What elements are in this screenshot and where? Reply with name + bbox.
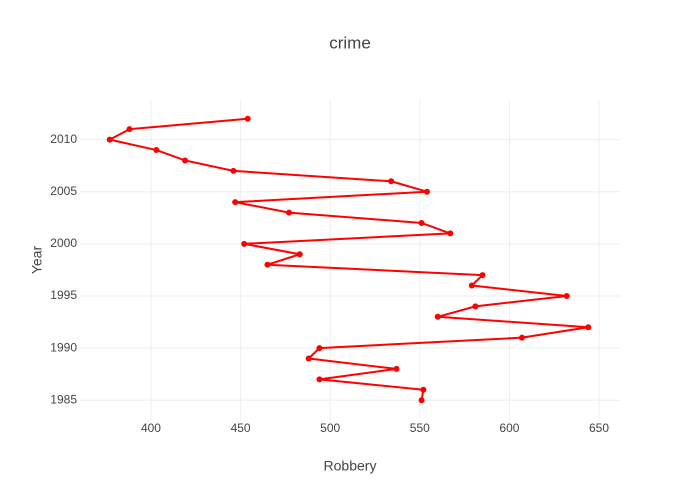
data-point xyxy=(316,345,323,352)
x-axis-title: Robbery xyxy=(324,458,377,474)
data-point xyxy=(316,376,323,383)
data-point xyxy=(285,209,292,216)
y-tick-label: 2005 xyxy=(50,184,77,198)
x-tick-label: 500 xyxy=(320,421,340,435)
x-tick-label: 650 xyxy=(589,421,609,435)
x-tick-label: 400 xyxy=(141,421,161,435)
chart-title: crime xyxy=(329,33,371,52)
data-point xyxy=(264,261,271,268)
data-point xyxy=(418,397,425,404)
data-point xyxy=(479,272,486,279)
y-tick-label: 2010 xyxy=(50,132,77,146)
data-line xyxy=(106,117,589,401)
data-point xyxy=(241,240,248,247)
data-point xyxy=(518,334,525,341)
x-tick-label: 600 xyxy=(499,421,519,435)
data-point xyxy=(305,355,312,362)
y-axis-title: Year xyxy=(29,246,45,275)
data-point xyxy=(232,199,239,206)
data-point xyxy=(420,386,427,393)
data-point xyxy=(296,251,303,258)
data-point xyxy=(585,324,592,331)
y-tick-label: 1990 xyxy=(50,340,77,354)
data-point xyxy=(126,126,133,133)
data-point xyxy=(418,219,425,226)
data-point xyxy=(230,167,237,174)
y-tick-label: 1995 xyxy=(50,288,77,302)
y-tick-label: 2000 xyxy=(50,236,77,250)
data-point xyxy=(388,178,395,185)
data-point xyxy=(153,147,160,154)
data-point xyxy=(106,136,113,143)
x-tick-label: 450 xyxy=(231,421,251,435)
y-tick-label: 1985 xyxy=(50,392,77,406)
data-point xyxy=(393,365,400,372)
data-point xyxy=(423,188,430,195)
data-point xyxy=(447,230,454,237)
data-point xyxy=(182,157,189,164)
x-tick-label: 550 xyxy=(410,421,430,435)
data-point xyxy=(472,303,479,310)
data-point xyxy=(244,115,251,122)
data-point xyxy=(563,292,570,299)
data-point xyxy=(434,313,441,320)
data-point xyxy=(468,282,475,289)
